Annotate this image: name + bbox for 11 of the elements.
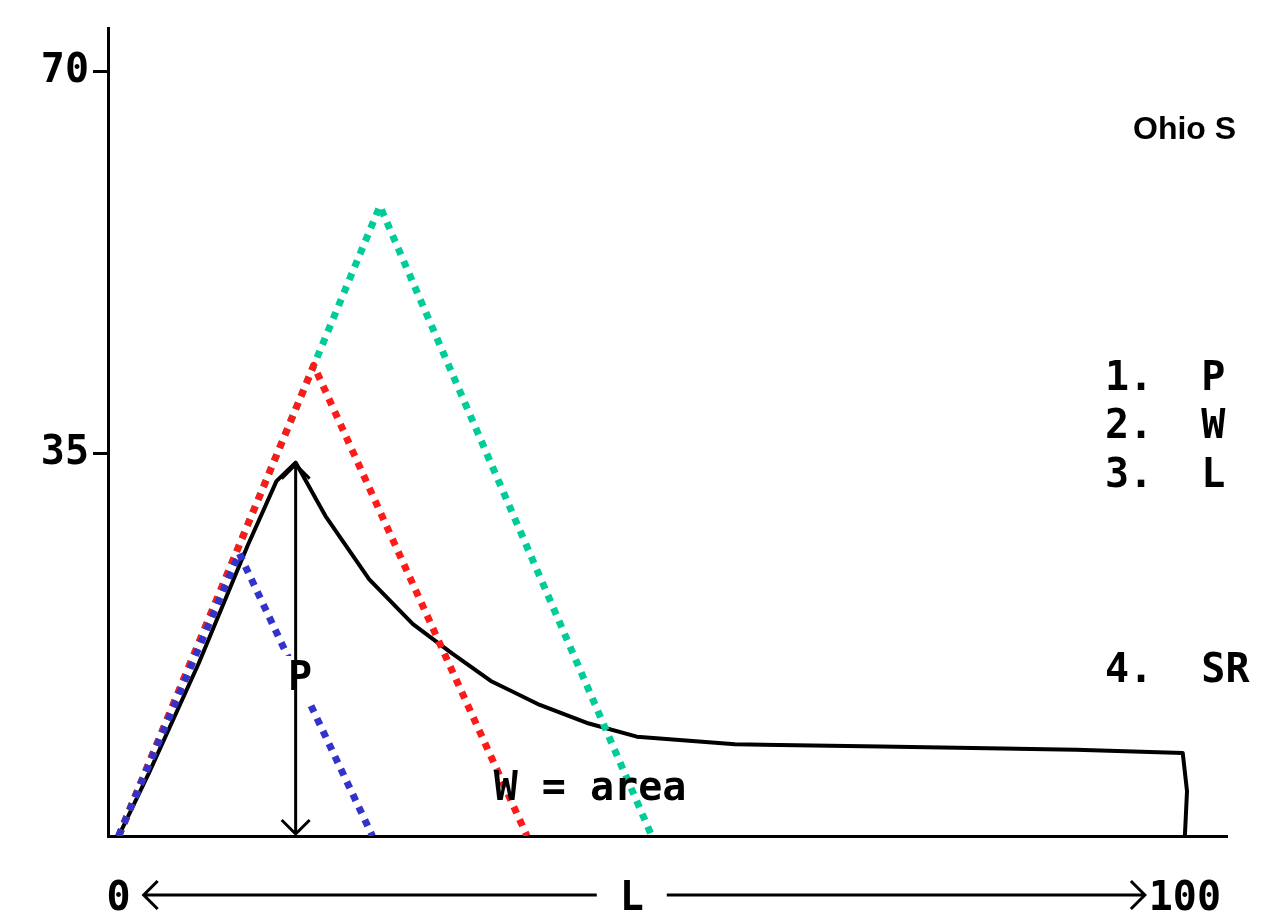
y-tick-label: 35 xyxy=(40,427,89,474)
annotation: 2. W xyxy=(1105,401,1227,448)
annotation: 1. P xyxy=(1105,353,1226,400)
annotation: Ohio S xyxy=(1133,109,1237,146)
annotation: W = area xyxy=(493,763,687,810)
y-tick-label: 70 xyxy=(40,45,89,92)
x-axis-title: L xyxy=(619,873,644,920)
x-tick-label: 100 xyxy=(1148,873,1221,920)
x-tick-label: 0 xyxy=(106,873,131,920)
annotation: 3. L xyxy=(1105,450,1226,497)
annotation: 4. SR xyxy=(1105,645,1251,692)
